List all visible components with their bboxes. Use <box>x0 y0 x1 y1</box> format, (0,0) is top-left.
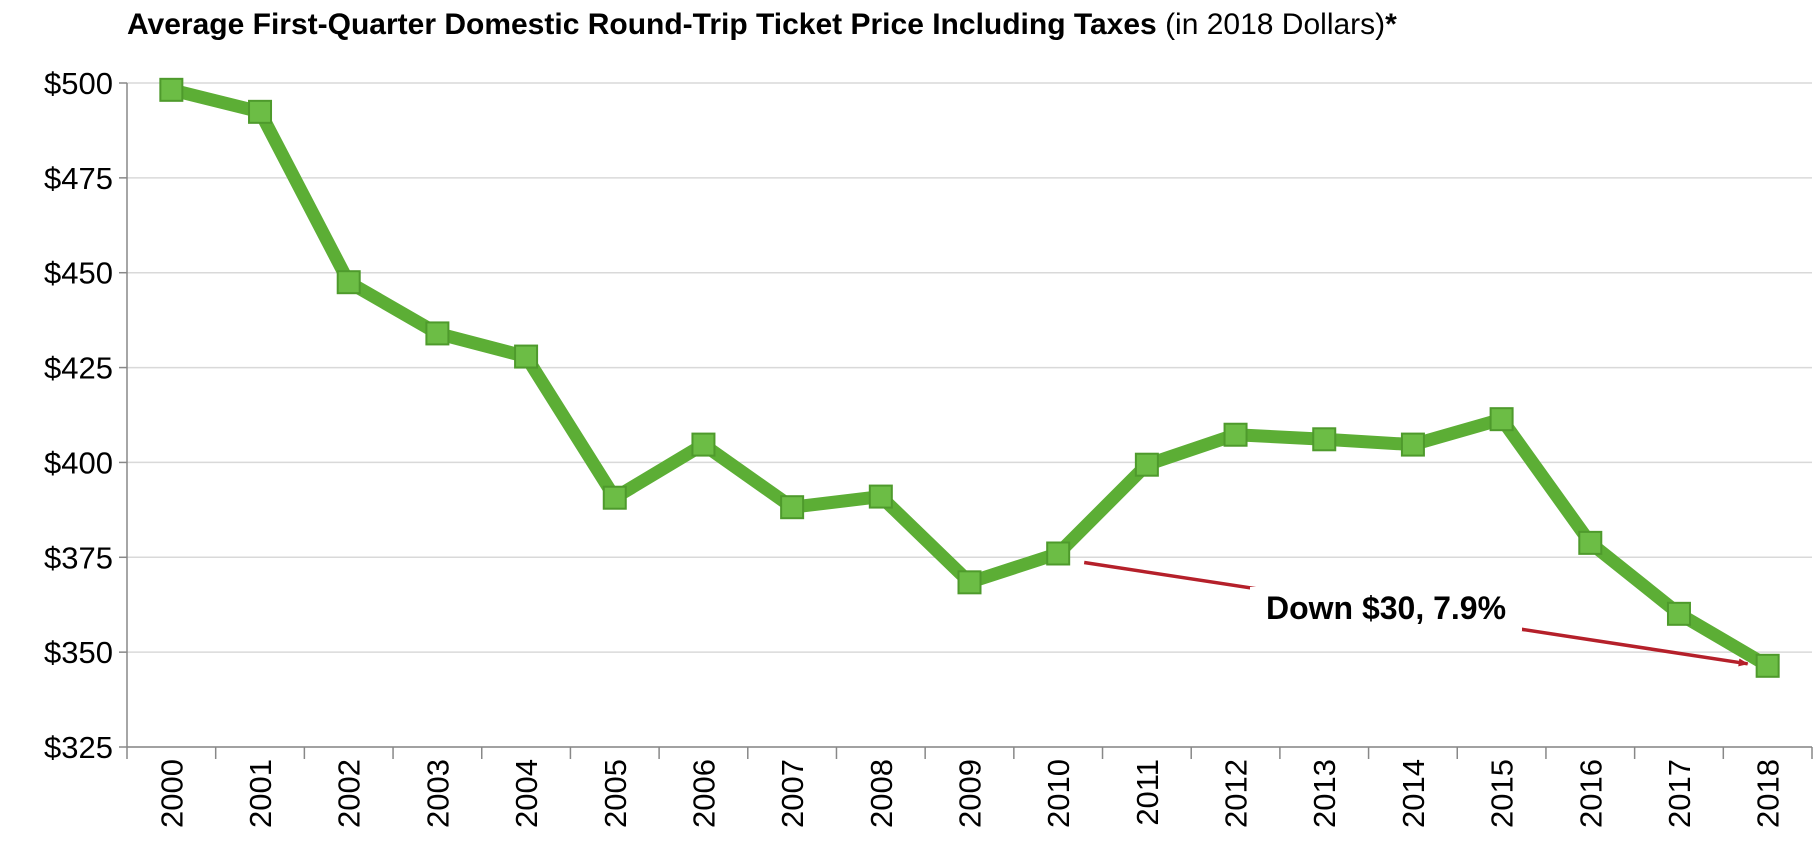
point-marker <box>868 484 893 509</box>
x-tick-label: 2000 <box>154 759 189 828</box>
point-marker <box>159 77 184 102</box>
point-marker <box>691 432 716 457</box>
x-tick-label: 2002 <box>332 759 367 828</box>
point-marker <box>1223 422 1248 447</box>
x-tick-label: 2001 <box>243 759 278 828</box>
point-marker <box>602 485 627 510</box>
point-marker <box>1578 530 1603 555</box>
x-tick-label: 2003 <box>420 759 455 828</box>
x-tick-label: 2016 <box>1573 759 1608 828</box>
y-tick-label: $425 <box>44 351 113 386</box>
x-tick-label: 2007 <box>775 759 810 828</box>
point-marker <box>336 270 361 295</box>
title-sub: (in 2018 Dollars) <box>1165 8 1385 41</box>
point-marker <box>780 495 805 520</box>
x-tick-label: 2010 <box>1041 759 1076 828</box>
y-tick-label: $350 <box>44 635 113 670</box>
point-marker <box>1134 452 1159 477</box>
point-marker <box>1400 432 1425 457</box>
point-marker <box>1046 541 1071 566</box>
x-tick-label: 2006 <box>686 759 721 828</box>
annotation-bg <box>1250 587 1522 631</box>
x-tick-label: 2009 <box>953 759 988 828</box>
title-mark: * <box>1385 8 1397 41</box>
point-marker <box>1666 601 1691 626</box>
point-marker <box>1489 407 1514 432</box>
point-marker <box>1312 427 1337 452</box>
point-marker <box>514 344 539 369</box>
y-tick-label: $500 <box>44 66 113 101</box>
x-tick-label: 2014 <box>1396 759 1431 828</box>
chart-title: Average First-Quarter Domestic Round-Tri… <box>127 8 1397 41</box>
point-marker <box>1755 653 1780 678</box>
x-tick-label: 2015 <box>1485 759 1520 828</box>
annotation: Down $30, 7.9% <box>1266 590 1506 626</box>
point-marker <box>425 321 450 346</box>
point-marker <box>248 99 273 124</box>
y-tick-label: $475 <box>44 161 113 196</box>
y-tick-label: $325 <box>44 730 113 765</box>
x-tick-label: 2018 <box>1751 759 1786 828</box>
x-tick-label: 2013 <box>1307 759 1342 828</box>
title-main: Average First-Quarter Domestic Round-Tri… <box>127 8 1157 41</box>
x-tick-label: 2017 <box>1662 759 1697 828</box>
point-marker <box>957 570 982 595</box>
y-tick-label: $450 <box>44 256 113 291</box>
x-tick-label: 2004 <box>509 759 544 828</box>
y-tick-label: $400 <box>44 445 113 480</box>
x-tick-label: 2005 <box>598 759 633 828</box>
x-tick-label: 2012 <box>1219 759 1254 828</box>
x-tick-label: 2008 <box>864 759 899 828</box>
y-tick-label: $375 <box>44 540 113 575</box>
x-tick-label: 2011 <box>1130 759 1165 826</box>
